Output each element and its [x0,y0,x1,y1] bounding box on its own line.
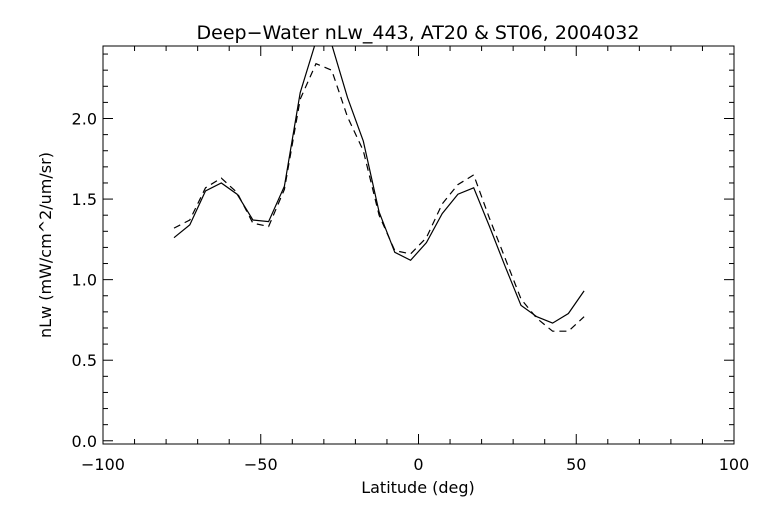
y-axis-label: nLw (mW/cm^2/um/sr) [36,152,55,338]
y-tick-label: 1.0 [72,271,97,290]
y-tick-label: 0.5 [72,351,97,370]
x-axis: −100 −50 0 50 100 [81,46,749,474]
y-axis: 0.0 0.5 1.0 1.5 2.0 [72,53,734,451]
plot-frame [102,45,735,445]
chart-title: Deep−Water nLw_443, AT20 & ST06, 2004032 [197,22,640,44]
series-layer [173,46,585,332]
x-tick-label: 100 [719,455,750,474]
x-tick-label: −50 [244,455,278,474]
y-tick-label: 0.0 [72,432,97,451]
series-line-dashed [173,62,585,332]
x-axis-label: Latitude (deg) [361,478,475,497]
series-line-solid [173,46,585,324]
y-tick-label: 1.5 [72,190,97,209]
x-tick-label: 50 [566,455,586,474]
x-tick-label: 0 [413,455,423,474]
x-tick-label: −100 [81,455,125,474]
y-tick-label: 2.0 [72,110,97,129]
